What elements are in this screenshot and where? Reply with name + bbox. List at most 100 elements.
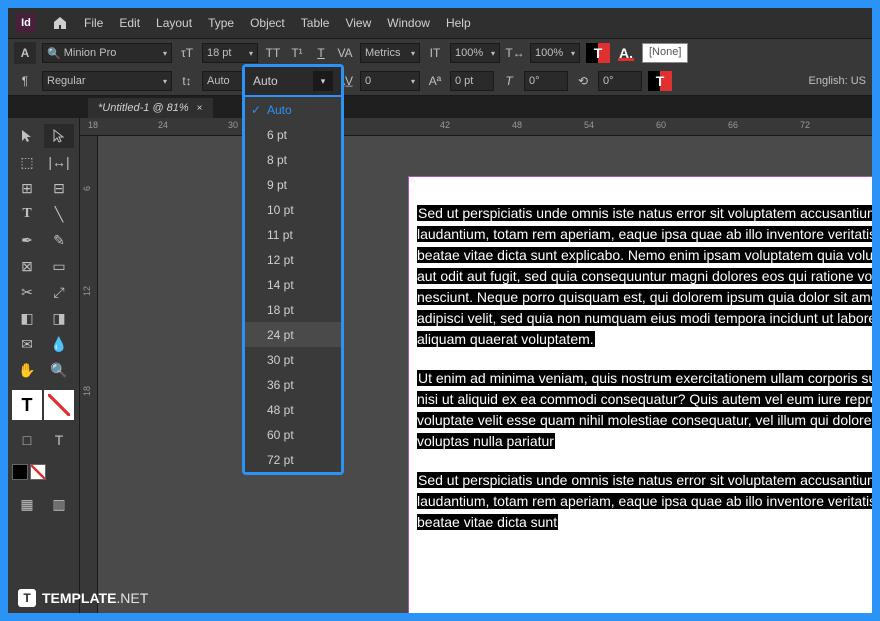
rectangle-frame-tool[interactable]: ⊠: [12, 254, 42, 278]
gap-tool[interactable]: |↔|: [44, 150, 74, 174]
content-collector-tool[interactable]: ⊞: [12, 176, 42, 200]
apply-color-swatch[interactable]: [12, 464, 28, 480]
menu-layout[interactable]: Layout: [156, 16, 192, 30]
leading-option[interactable]: 24 pt: [245, 322, 341, 347]
font-style-dropdown[interactable]: Regular▾: [42, 71, 172, 91]
type-tool[interactable]: T: [12, 202, 42, 226]
skew-icon: T: [500, 72, 518, 90]
leading-value: Auto: [207, 75, 230, 87]
home-icon[interactable]: [52, 15, 68, 31]
baseline-icon: Aª: [426, 72, 444, 90]
fill-color-swatch[interactable]: T: [12, 390, 42, 420]
document-tab-title: *Untitled-1 @ 81%: [98, 102, 189, 114]
leading-option[interactable]: 10 pt: [245, 197, 341, 222]
vertical-ruler: 6 12 18: [80, 136, 98, 613]
pen-tool[interactable]: ✒: [12, 228, 42, 252]
leading-option[interactable]: 11 pt: [245, 222, 341, 247]
ruler-tick: 42: [440, 120, 450, 130]
rectangle-tool[interactable]: ▭: [44, 254, 74, 278]
char-style-box[interactable]: [None]: [642, 43, 688, 63]
watermark: T TEMPLATE.NET: [18, 589, 148, 607]
pasteboard[interactable]: Sed ut perspiciatis unde omnis iste natu…: [98, 136, 872, 613]
fill-stroke-icon-2[interactable]: T: [648, 71, 672, 91]
baseline-input[interactable]: 0 pt: [450, 71, 494, 91]
ruler-tick: 48: [512, 120, 522, 130]
vscale-dropdown[interactable]: 100%▾: [450, 43, 500, 63]
vscale-icon: IT: [426, 44, 444, 62]
kerning-dropdown[interactable]: Metrics▾: [360, 43, 420, 63]
hscale-dropdown[interactable]: 100%▾: [530, 43, 580, 63]
menu-object[interactable]: Object: [250, 16, 285, 30]
control-panel: A 🔍 Minion Pro▾ τT 18 pt▾ TT T¹ T VA Met…: [8, 38, 872, 96]
eyedropper-tool[interactable]: 💧: [44, 332, 74, 356]
menu-type[interactable]: Type: [208, 16, 234, 30]
leading-option[interactable]: 14 pt: [245, 272, 341, 297]
leading-option[interactable]: 8 pt: [245, 147, 341, 172]
paragraph-mode-icon[interactable]: ¶: [14, 70, 36, 92]
view-mode-normal[interactable]: ▦: [12, 492, 42, 516]
menu-bar: Id File Edit Layout Type Object Table Vi…: [8, 8, 872, 38]
superscript-icon[interactable]: T¹: [288, 44, 306, 62]
leading-dropdown-head[interactable]: Auto ▾: [245, 67, 341, 95]
stroke-color-swatch[interactable]: [44, 390, 74, 420]
menu-table[interactable]: Table: [301, 16, 330, 30]
leading-option[interactable]: 12 pt: [245, 247, 341, 272]
leading-option[interactable]: 6 pt: [245, 122, 341, 147]
leading-option[interactable]: Auto: [245, 97, 341, 122]
skew-input[interactable]: 0°: [524, 71, 568, 91]
direct-selection-tool[interactable]: [44, 124, 74, 148]
hscale-icon: T↔: [506, 44, 524, 62]
ruler-tick: 66: [728, 120, 738, 130]
menu-edit[interactable]: Edit: [119, 16, 140, 30]
rotation-input[interactable]: 0°: [598, 71, 642, 91]
text-color-icon[interactable]: A.: [616, 43, 636, 63]
formatting-text-icon[interactable]: T: [44, 428, 74, 452]
leading-option[interactable]: 30 pt: [245, 347, 341, 372]
underline-icon[interactable]: T: [312, 44, 330, 62]
close-tab-icon[interactable]: ×: [197, 103, 203, 114]
chevron-down-icon[interactable]: ▾: [313, 71, 333, 91]
formatting-container-icon[interactable]: □: [12, 428, 42, 452]
pencil-tool[interactable]: ✎: [44, 228, 74, 252]
hscale-value: 100%: [535, 47, 563, 59]
scissors-tool[interactable]: ✂: [12, 280, 42, 304]
leading-option[interactable]: 18 pt: [245, 297, 341, 322]
document-tab[interactable]: *Untitled-1 @ 81% ×: [88, 98, 213, 118]
page-tool[interactable]: ⬚: [12, 150, 42, 174]
fill-stroke-icon[interactable]: T: [586, 43, 610, 63]
default-swatches: [12, 464, 75, 480]
content-placer-tool[interactable]: ⊟: [44, 176, 74, 200]
free-transform-tool[interactable]: ⤢: [44, 280, 74, 304]
body-paragraph-2: Ut enim ad minima veniam, quis nostrum e…: [417, 370, 872, 449]
ruler-tick: 18: [88, 120, 98, 130]
selection-tool[interactable]: [12, 124, 42, 148]
canvas: 18 24 30 36 42 48 54 60 66 72 78 6 12 18: [80, 118, 872, 613]
menu-file[interactable]: File: [84, 16, 103, 30]
character-mode-icon[interactable]: A: [14, 42, 36, 64]
leading-option[interactable]: 36 pt: [245, 372, 341, 397]
note-tool[interactable]: ✉: [12, 332, 42, 356]
menu-window[interactable]: Window: [387, 16, 430, 30]
leading-option[interactable]: 72 pt: [245, 447, 341, 472]
allcaps-icon[interactable]: TT: [264, 44, 282, 62]
language-dropdown[interactable]: English: US: [809, 75, 866, 87]
ruler-tick: 6: [82, 186, 92, 191]
text-frame[interactable]: Sed ut perspiciatis unde omnis iste natu…: [417, 203, 872, 533]
font-family-dropdown[interactable]: 🔍 Minion Pro▾: [42, 43, 172, 63]
view-mode-preview[interactable]: ▥: [44, 492, 74, 516]
kerning-icon: VA: [336, 44, 354, 62]
tracking-dropdown[interactable]: 0▾: [360, 71, 420, 91]
menu-help[interactable]: Help: [446, 16, 471, 30]
line-tool[interactable]: ╲: [44, 202, 74, 226]
leading-option[interactable]: 48 pt: [245, 397, 341, 422]
font-size-dropdown[interactable]: 18 pt▾: [202, 43, 258, 63]
leading-option[interactable]: 60 pt: [245, 422, 341, 447]
zoom-tool[interactable]: 🔍: [44, 358, 74, 382]
menu-view[interactable]: View: [345, 16, 371, 30]
hand-tool[interactable]: ✋: [12, 358, 42, 382]
gradient-swatch-tool[interactable]: ◧: [12, 306, 42, 330]
leading-option[interactable]: 9 pt: [245, 172, 341, 197]
gradient-feather-tool[interactable]: ◨: [44, 306, 74, 330]
leading-icon: t↕: [178, 72, 196, 90]
apply-none-swatch[interactable]: [30, 464, 46, 480]
